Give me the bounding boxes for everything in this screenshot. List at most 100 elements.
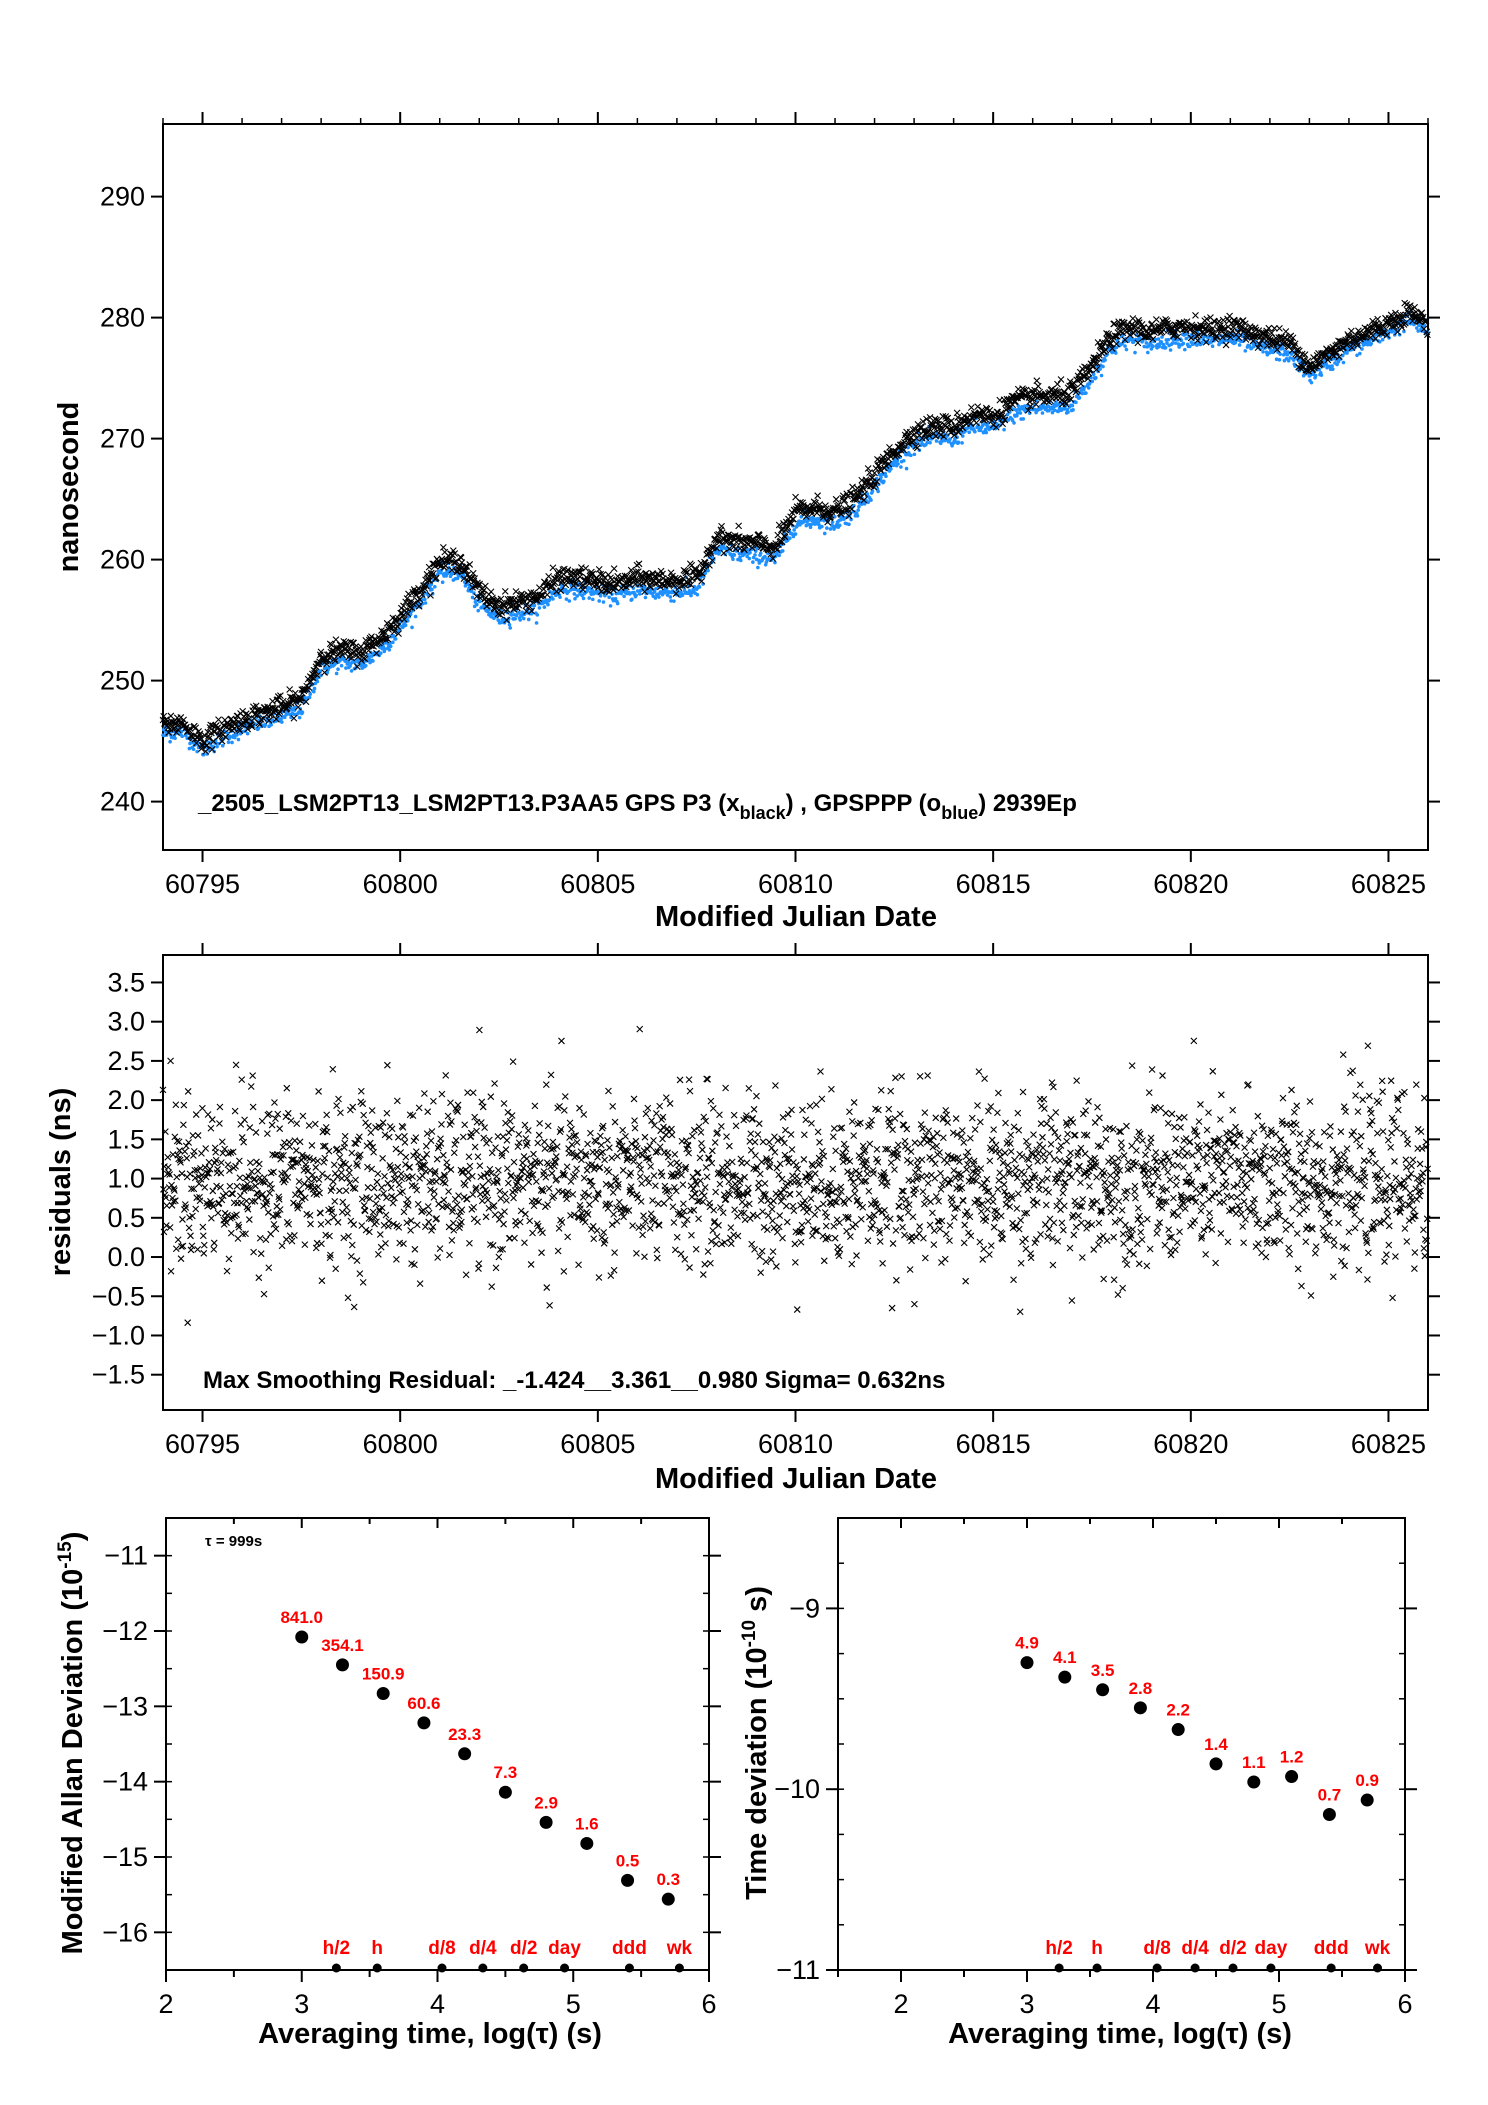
- residual-point: [791, 1240, 799, 1248]
- residual-point: [607, 1272, 615, 1279]
- residual-point: [283, 1084, 291, 1092]
- residual-point: [464, 1089, 471, 1097]
- gpsppp-point: [751, 560, 755, 564]
- gpsppp-point: [1123, 344, 1127, 348]
- residual-point: [462, 1271, 470, 1279]
- residual-point: [424, 1203, 432, 1210]
- residual-point: [636, 1025, 644, 1033]
- gpsppp-point: [1091, 372, 1096, 377]
- residual-point: [494, 1166, 502, 1174]
- residual-point: [769, 1248, 777, 1255]
- residual-point: [612, 1177, 620, 1185]
- residual-point: [704, 1248, 712, 1255]
- gpsppp-point: [1226, 339, 1231, 343]
- residual-point: [534, 1139, 542, 1147]
- residual-point: [713, 1233, 721, 1240]
- gpsppp-point: [1077, 395, 1082, 400]
- phase-panel: 60795 60800 60805 60810 60815 60820 6082524025…: [53, 112, 1440, 933]
- gpsppp-point: [1313, 373, 1318, 378]
- gps-p3-point: [1057, 376, 1065, 383]
- gpsppp-point: [188, 741, 192, 746]
- gpsppp-point: [358, 660, 362, 665]
- residual-point: [547, 1071, 555, 1079]
- gps-p3-point: [269, 697, 276, 705]
- residual-point: [522, 1210, 529, 1218]
- gpsppp-point: [965, 426, 970, 430]
- residual-point: [664, 1153, 672, 1161]
- gpsppp-point: [430, 587, 434, 592]
- residual-point: [324, 1218, 332, 1226]
- residual-point: [180, 1121, 187, 1129]
- gpsppp-point: [1330, 364, 1334, 368]
- residual-point: [243, 1203, 251, 1211]
- residual-point: [236, 1192, 244, 1200]
- gpsppp-point: [1380, 337, 1385, 342]
- gpsppp-point: [1014, 408, 1018, 412]
- residual-point: [595, 1274, 603, 1281]
- residual-point: [561, 1093, 569, 1100]
- residual-point: [389, 1199, 397, 1207]
- residual-point: [787, 1131, 795, 1138]
- residual-point: [757, 1269, 765, 1277]
- residual-point: [167, 1267, 175, 1275]
- phase-plot-frame: [162, 123, 1429, 851]
- residual-point: [686, 1087, 694, 1095]
- gpsppp-point: [882, 479, 886, 484]
- residual-point: [709, 1104, 717, 1112]
- residual-point: [659, 1113, 667, 1121]
- residual-point: [208, 1116, 216, 1123]
- residual-point: [635, 1161, 643, 1169]
- residual-point: [536, 1119, 544, 1127]
- residual-point: [640, 1212, 647, 1220]
- residual-point: [517, 1207, 525, 1215]
- gpsppp-point: [630, 597, 634, 602]
- residual-point: [710, 1206, 718, 1214]
- residual-point: [605, 1144, 613, 1152]
- residual-point: [597, 1141, 605, 1149]
- residual-point: [412, 1134, 420, 1141]
- gpsppp-point: [433, 584, 437, 589]
- gpsppp-point: [1165, 341, 1169, 345]
- gpsppp-point: [912, 452, 917, 457]
- residual-point: [447, 1099, 454, 1107]
- residual-point: [454, 1101, 462, 1109]
- residual-point: [779, 1113, 787, 1121]
- residual-point: [768, 1144, 776, 1152]
- residual-point: [758, 1158, 766, 1166]
- residual-point: [414, 1200, 422, 1208]
- gpsppp-point: [1247, 344, 1252, 348]
- residual-point: [307, 1220, 314, 1228]
- residual-point: [374, 1193, 381, 1201]
- residual-point: [800, 1131, 808, 1139]
- residual-point: [184, 1088, 192, 1095]
- gpsppp-point: [318, 669, 323, 674]
- residual-point: [647, 1210, 655, 1218]
- residual-point: [324, 1173, 331, 1181]
- gpsppp-point: [1309, 380, 1314, 385]
- residual-point: [265, 1264, 273, 1272]
- residual-point: [407, 1226, 415, 1234]
- gps-p3-point: [832, 495, 840, 503]
- residual-point: [439, 1151, 447, 1159]
- residual-point: [360, 1111, 368, 1119]
- gpsppp-point: [1005, 412, 1010, 417]
- residual-point: [671, 1151, 679, 1158]
- residual-point: [290, 1199, 297, 1207]
- residual-point: [587, 1129, 594, 1137]
- y-tick-label: 260: [100, 545, 145, 575]
- residual-point: [361, 1207, 369, 1215]
- residual-point: [781, 1126, 789, 1134]
- residual-point: [320, 1158, 328, 1166]
- gpsppp-point: [1243, 349, 1248, 353]
- residual-point: [524, 1127, 532, 1134]
- residual-point: [224, 1161, 232, 1169]
- gpsppp-point: [983, 427, 988, 432]
- residual-point: [399, 1188, 406, 1195]
- gpsppp-point: [925, 440, 930, 445]
- gps-p3-point: [582, 564, 590, 572]
- residual-point: [199, 1232, 207, 1240]
- gps-p3-point: [1222, 341, 1230, 349]
- residual-point: [401, 1139, 409, 1146]
- residual-point: [615, 1198, 623, 1206]
- residual-point: [531, 1102, 539, 1110]
